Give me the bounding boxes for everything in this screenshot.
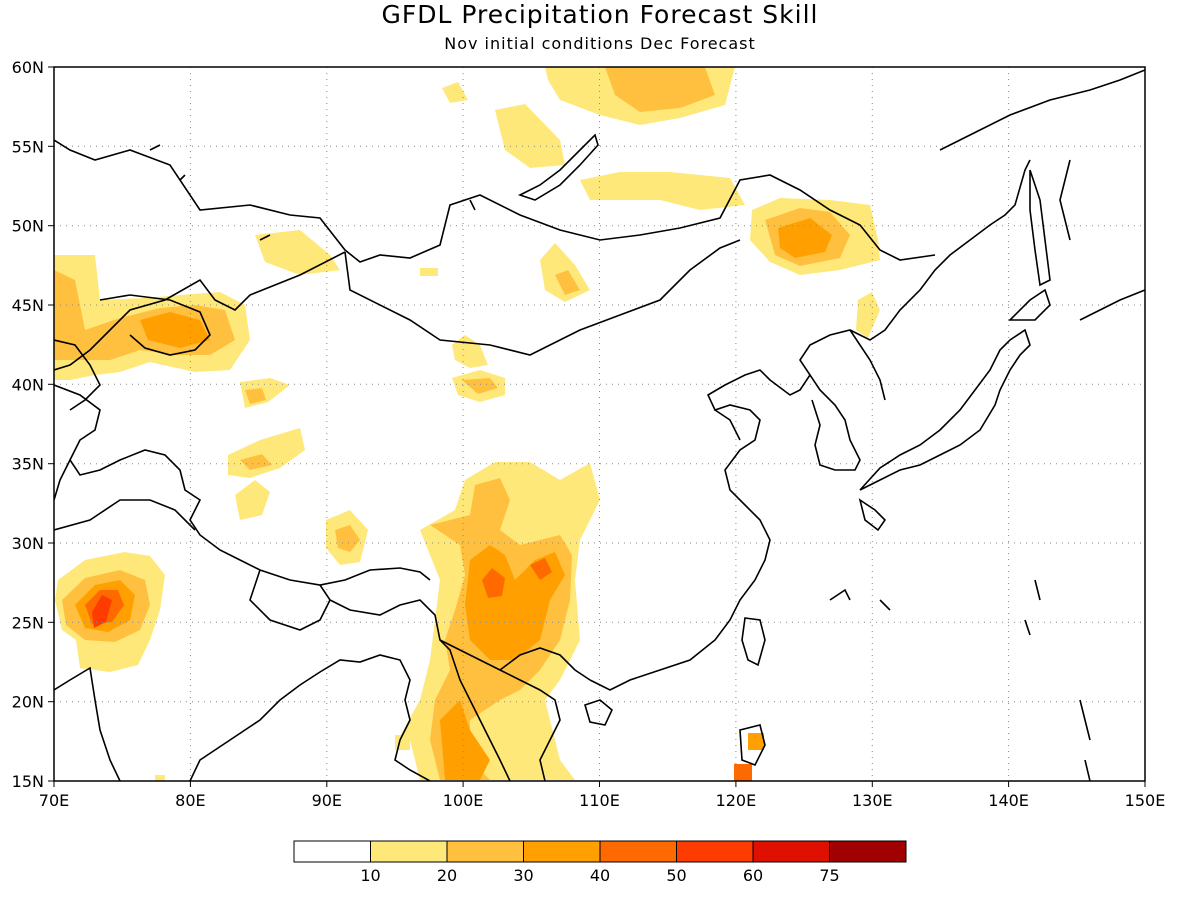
shading-taiwan	[748, 733, 764, 750]
shading-ordos-20	[462, 378, 498, 394]
map-title: GFDL Precipitation Forecast Skill	[381, 0, 819, 29]
lon-tick-label: 140E	[988, 791, 1029, 810]
lat-tick-label: 60N	[12, 58, 44, 77]
shading-kunlun-20	[240, 454, 272, 470]
shading-balkhash	[255, 230, 340, 275]
colorbar-swatch	[829, 840, 907, 863]
colorbar-label: 30	[513, 866, 533, 885]
lon-tick-label: 100E	[443, 791, 484, 810]
colorbar-swatch	[752, 840, 830, 863]
shading-small-1	[442, 82, 468, 103]
colorbar-swatch	[446, 840, 524, 863]
coastlines-borders	[54, 69, 1145, 781]
lon-tick-label: 130E	[852, 791, 893, 810]
lon-tick-label: 80E	[175, 791, 205, 810]
lon-tick-label: 150E	[1125, 791, 1166, 810]
shading-baikal-west	[495, 104, 565, 168]
colorbar-label: 50	[666, 866, 686, 885]
map-subtitle: Nov initial conditions Dec Forecast	[444, 34, 756, 53]
map-grid	[54, 67, 1145, 781]
lat-tick-label: 45N	[12, 296, 44, 315]
shading-tibet-1	[235, 480, 270, 520]
lat-tick-label: 25N	[12, 613, 44, 632]
lon-tick-labels: 70E 80E 90E 100E 110E 120E 130E 140E 150…	[39, 791, 1166, 810]
lon-tick-label: 70E	[39, 791, 69, 810]
lat-tick-label: 30N	[12, 534, 44, 553]
lat-tick-label: 20N	[12, 693, 44, 712]
lat-tick-label: 40N	[12, 375, 44, 394]
colorbar: 10 20 30 40 50 60 75	[293, 840, 907, 885]
lat-tick-labels: 15N 20N 25N 30N 35N 40N 45N 50N 55N 60N	[12, 58, 44, 791]
colorbar-swatch	[599, 840, 677, 863]
shading-indochina-30	[440, 700, 490, 780]
colorbar-swatch	[293, 840, 371, 863]
shading-kunlun	[228, 428, 305, 478]
colorbar-label: 75	[819, 866, 839, 885]
shading-mongolia-north-20	[605, 67, 715, 112]
lat-tick-label: 50N	[12, 217, 44, 236]
colorbar-label: 60	[743, 866, 763, 885]
shading-manchuria-30	[778, 218, 832, 258]
shading-tibet-2-20	[335, 525, 360, 552]
lat-tick-label: 55N	[12, 137, 44, 156]
shading-yunnan-40	[482, 558, 552, 598]
lon-tick-label: 110E	[579, 791, 620, 810]
lon-tick-label: 90E	[312, 791, 342, 810]
lon-tick-label: 120E	[716, 791, 757, 810]
colorbar-swatch	[676, 840, 754, 863]
lat-tick-label: 15N	[12, 772, 44, 791]
colorbar-swatch	[370, 840, 448, 863]
colorbar-label: 10	[360, 866, 380, 885]
skill-shading	[54, 67, 880, 781]
shading-mongolia-south-20	[555, 270, 580, 295]
colorbar-label: 40	[590, 866, 610, 885]
shading-baikal-east	[580, 172, 745, 210]
lat-tick-label: 35N	[12, 455, 44, 474]
shading-western-india-50	[92, 595, 112, 628]
shading-kazakhstan-30	[140, 312, 210, 348]
colorbar-label: 20	[437, 866, 457, 885]
shading-luzon	[734, 764, 752, 781]
tick-marks	[48, 66, 1146, 787]
shading-tarim-20	[245, 388, 266, 404]
colorbar-swatch	[523, 840, 601, 863]
